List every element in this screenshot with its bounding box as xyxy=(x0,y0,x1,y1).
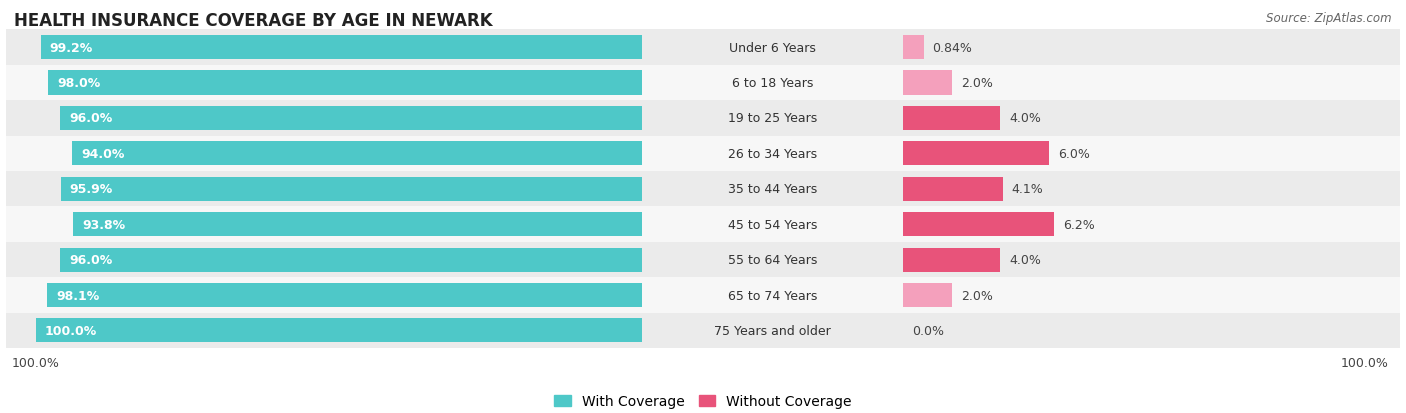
Bar xyxy=(903,71,952,95)
Bar xyxy=(6,136,1400,172)
Text: 98.0%: 98.0% xyxy=(58,77,100,90)
Text: 65 to 74 Years: 65 to 74 Years xyxy=(728,289,817,302)
Legend: With Coverage, Without Coverage: With Coverage, Without Coverage xyxy=(548,389,858,413)
Text: 45 to 54 Years: 45 to 54 Years xyxy=(728,218,817,231)
Text: Source: ZipAtlas.com: Source: ZipAtlas.com xyxy=(1267,12,1392,25)
Bar xyxy=(903,283,952,307)
Text: 96.0%: 96.0% xyxy=(69,254,112,266)
Text: 6 to 18 Years: 6 to 18 Years xyxy=(733,77,814,90)
Bar xyxy=(6,242,1400,278)
Text: 95.9%: 95.9% xyxy=(70,183,112,196)
Bar xyxy=(903,213,1053,237)
Text: 0.84%: 0.84% xyxy=(932,41,973,55)
Text: 2.0%: 2.0% xyxy=(960,77,993,90)
Bar xyxy=(903,107,1000,131)
Text: 99.2%: 99.2% xyxy=(49,41,93,55)
Text: 4.0%: 4.0% xyxy=(1010,112,1042,125)
Text: 6.0%: 6.0% xyxy=(1057,147,1090,160)
Text: 100.0%: 100.0% xyxy=(1340,356,1388,369)
Text: 4.1%: 4.1% xyxy=(1012,183,1043,196)
Bar xyxy=(72,142,643,166)
Bar xyxy=(6,207,1400,242)
Bar xyxy=(6,278,1400,313)
Text: 0.0%: 0.0% xyxy=(912,324,945,337)
Text: 75 Years and older: 75 Years and older xyxy=(714,324,831,337)
Text: 100.0%: 100.0% xyxy=(11,356,59,369)
Bar xyxy=(903,142,1049,166)
Text: 94.0%: 94.0% xyxy=(82,147,125,160)
Bar xyxy=(48,71,643,95)
Bar xyxy=(903,248,1000,272)
Text: 96.0%: 96.0% xyxy=(69,112,112,125)
Text: Under 6 Years: Under 6 Years xyxy=(730,41,815,55)
Bar xyxy=(6,66,1400,101)
Bar xyxy=(60,248,643,272)
Text: 4.0%: 4.0% xyxy=(1010,254,1042,266)
Text: 19 to 25 Years: 19 to 25 Years xyxy=(728,112,817,125)
Bar xyxy=(903,36,924,60)
Text: 93.8%: 93.8% xyxy=(83,218,125,231)
Bar xyxy=(41,36,643,60)
Bar xyxy=(6,172,1400,207)
Text: 35 to 44 Years: 35 to 44 Years xyxy=(728,183,817,196)
Bar xyxy=(37,318,643,343)
Bar xyxy=(903,177,1002,201)
Text: 2.0%: 2.0% xyxy=(960,289,993,302)
Bar xyxy=(6,313,1400,348)
Bar xyxy=(6,30,1400,66)
Text: HEALTH INSURANCE COVERAGE BY AGE IN NEWARK: HEALTH INSURANCE COVERAGE BY AGE IN NEWA… xyxy=(14,12,492,30)
Bar xyxy=(60,177,643,201)
Text: 55 to 64 Years: 55 to 64 Years xyxy=(728,254,817,266)
Text: 26 to 34 Years: 26 to 34 Years xyxy=(728,147,817,160)
Bar xyxy=(60,107,643,131)
Text: 6.2%: 6.2% xyxy=(1063,218,1094,231)
Text: 98.1%: 98.1% xyxy=(56,289,100,302)
Text: 100.0%: 100.0% xyxy=(45,324,97,337)
Bar xyxy=(73,213,643,237)
Bar xyxy=(6,101,1400,136)
Bar xyxy=(48,283,643,307)
